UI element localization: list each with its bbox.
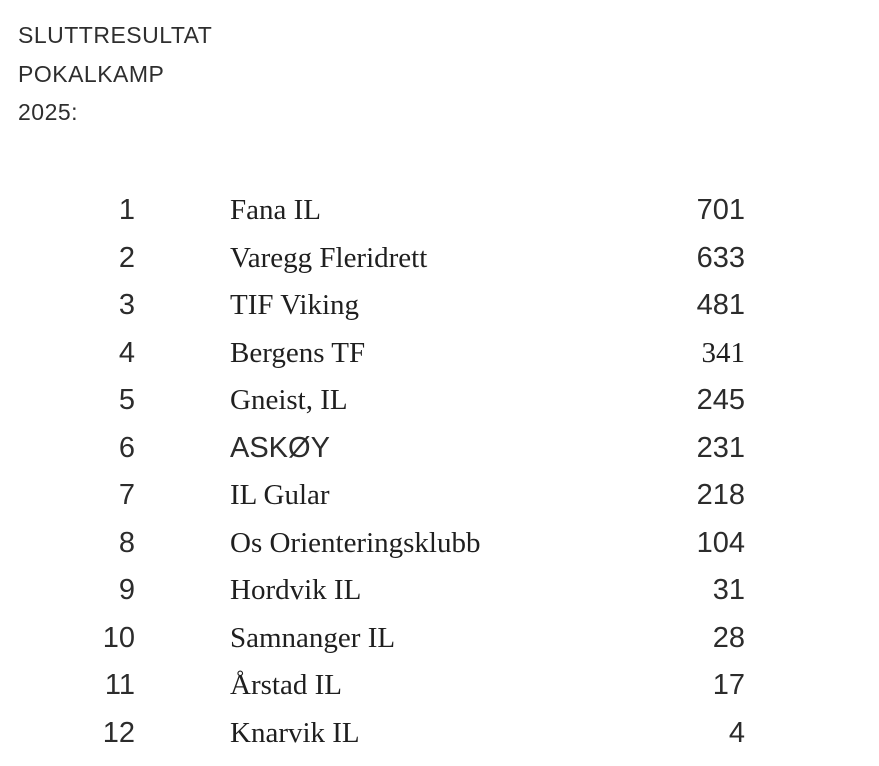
table-row: 5 Gneist, IL 245 (100, 377, 745, 425)
club-name-cell: Bergens TF (230, 336, 366, 369)
rank-cell: 11 (104, 669, 135, 702)
results-table: 1 Fana IL 701 2 Varegg Fleridrett 633 3 TIF Vik… (100, 187, 745, 757)
points-cell: 17 (712, 669, 745, 702)
points-cell: 218 (696, 479, 745, 512)
rank-cell: 9 (118, 574, 135, 607)
points-cell: 104 (696, 526, 745, 559)
points-cell: 701 (696, 194, 745, 227)
rank-cell: 1 (118, 194, 135, 227)
rank-cell: 3 (118, 289, 135, 322)
rank-cell: 2 (118, 241, 135, 274)
points-cell: 28 (712, 621, 745, 654)
title-line-2: POKALKAMP (18, 60, 165, 87)
points-cell: 4 (728, 716, 745, 749)
club-name-cell: Samnanger IL (230, 621, 396, 654)
table-row: 9 Hordvik IL 31 (100, 567, 745, 615)
title-line-1: SLUTTRESULTAT (18, 22, 213, 48)
rank-cell: 4 (118, 336, 135, 369)
title-block: SLUTTRESULTAT POKALKAMP 2025: (18, 16, 212, 132)
club-name-cell: ASKØY (230, 431, 330, 464)
club-name-cell: Os Orienteringsklubb (230, 526, 481, 559)
table-row: 11 Årstad IL 17 (100, 662, 745, 710)
points-cell: 245 (696, 384, 745, 417)
rank-cell: 12 (102, 716, 135, 749)
club-name-cell: Fana IL (230, 194, 321, 227)
rank-cell: 6 (118, 431, 135, 464)
table-row: 4 Bergens TF 341 (100, 330, 745, 378)
table-row: 3 TIF Viking 481 (100, 282, 745, 330)
club-name-cell: Hordvik IL (230, 574, 362, 607)
points-cell: 633 (696, 241, 745, 274)
table-row: 1 Fana IL 701 (100, 187, 745, 235)
club-name-cell: Gneist, IL (230, 384, 348, 417)
club-name-cell: Varegg Fleridrett (230, 241, 428, 274)
points-cell: 341 (701, 336, 746, 369)
rank-cell: 7 (118, 479, 135, 512)
points-cell: 481 (696, 289, 745, 322)
table-row: 8 Os Orienteringsklubb 104 (100, 520, 745, 568)
table-row: 7 IL Gular 218 (100, 472, 745, 520)
rank-cell: 5 (118, 384, 135, 417)
points-cell: 231 (696, 431, 745, 464)
table-row: 2 Varegg Fleridrett 633 (100, 235, 745, 283)
club-name-cell: IL Gular (230, 479, 330, 512)
table-row: 6 ASKØY 231 (100, 425, 745, 473)
rank-cell: 8 (118, 526, 135, 559)
title-line-3: 2025: (18, 99, 79, 125)
club-name-cell: Knarvik IL (230, 716, 360, 749)
table-row: 12 Knarvik IL 4 (100, 710, 745, 758)
table-row: 10 Samnanger IL 28 (100, 615, 745, 663)
points-cell: 31 (712, 574, 745, 607)
club-name-cell: TIF Viking (230, 289, 360, 322)
rank-cell: 10 (102, 621, 135, 654)
club-name-cell: Årstad IL (230, 669, 342, 702)
